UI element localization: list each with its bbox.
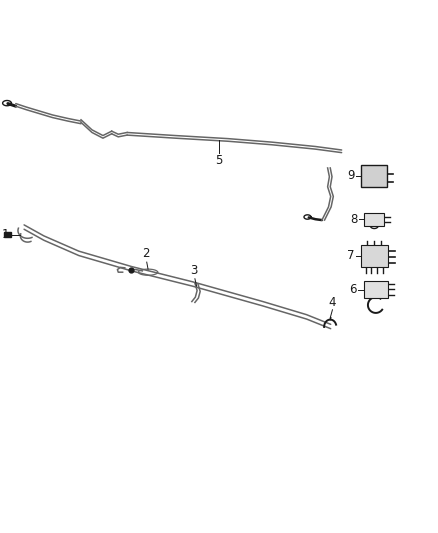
Text: 4: 4 — [328, 295, 336, 309]
Bar — [4, 232, 11, 237]
Text: 7: 7 — [347, 249, 355, 262]
Text: 6: 6 — [350, 283, 357, 296]
Bar — [361, 165, 387, 187]
Text: 1: 1 — [1, 228, 9, 241]
Text: 8: 8 — [350, 213, 358, 225]
Bar — [361, 245, 388, 268]
Text: 3: 3 — [191, 264, 198, 277]
Bar — [364, 281, 388, 298]
Text: 9: 9 — [347, 169, 355, 182]
Text: 5: 5 — [215, 154, 223, 167]
Bar — [364, 213, 384, 226]
Text: 2: 2 — [142, 247, 150, 260]
